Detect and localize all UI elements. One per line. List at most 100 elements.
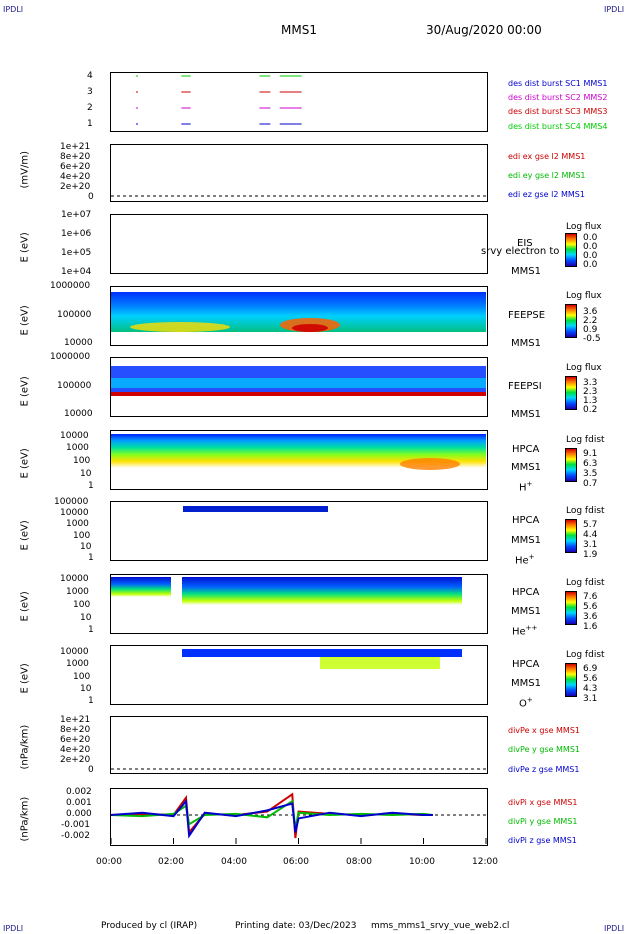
hpca-he-ylabel: E (eV) [19,520,31,551]
plot-date: 30/Aug/2020 00:00 [426,23,542,37]
divpi-legend-y: divPi y gse MMS1 [508,817,578,826]
eis-instrument: EIS [517,238,533,249]
burst-panel [110,72,488,132]
hpca-h-cb-tick: 6.3 [583,459,598,469]
feepsi-ytick: 1000000 [50,352,91,362]
eis-ytick: 1e+06 [61,229,92,239]
feepsi-ytick: 10000 [64,409,93,419]
species-name: O [519,698,527,710]
divpe-legend-x: divPe x gse MMS1 [508,726,580,735]
eis-cb-tick: 0.0 [583,242,598,252]
burst-ytick: 3 [87,87,93,97]
hpca-hepp-ytick: 10 [80,613,92,623]
page-title: MMS1 [281,23,317,37]
hpca-h-instrument: HPCA [512,444,540,455]
hpca-hepp-cb-tick: 7.6 [583,592,598,602]
hpca-he-instrument: HPCA [512,515,540,526]
hpca-hepp-colorbar [565,591,577,625]
hpca-hepp-cb-tick: 1.6 [583,622,598,632]
species-charge: + [528,553,535,561]
corner-label-right: IPDLI [604,5,625,14]
hpca-o-cb-tick: 6.9 [583,664,598,674]
hpca-o-ytick: 1000 [66,659,89,669]
hpca-hepp-cb-tick: 5.6 [583,602,598,612]
species-name: He [515,555,529,567]
burst-legend-sc1: des dist burst SC1 MMS1 [508,79,608,88]
hpca-o-spectrogram [182,649,462,657]
x-tick-label: 02:00 [158,857,184,867]
corner-label-bottom-right: IPDLI [604,924,625,933]
x-tick-label: 10:00 [409,857,435,867]
eis-colorbar [565,233,577,267]
species-charge: ++ [525,624,538,632]
hpca-h-spacecraft: MMS1 [511,462,541,473]
feepse-colorbar-title: Log flux [566,291,602,301]
footer-script: mms_mms1_srvy_vue_web2.cl [371,921,510,931]
hpca-h-colorbar-title: Log fdist [566,435,605,445]
eis-overlay-text: srvy electron to [481,246,560,257]
hpca-o-cb-tick: 4.3 [583,684,598,694]
species-charge: + [526,696,533,704]
hpca-hepp-ytick: 1 [88,625,94,635]
edi-ytick: 8e+20 [60,152,91,162]
feepse-cb-tick: 2.2 [583,316,598,326]
feepsi-cb-tick: 1.3 [583,396,598,406]
species-name: H [519,482,527,494]
feepsi-instrument: FEEPSI [508,381,542,392]
x-tick-label: 00:00 [96,857,122,867]
feepsi-ylabel: E (eV) [19,376,31,407]
eis-cb-tick: 0.0 [583,251,598,261]
hpca-o-ytick: 1 [88,696,94,706]
hpca-he-cb-tick: 5.7 [583,520,598,530]
edi-legend-y: edi ey gse l2 MMS1 [508,171,586,180]
divpi-ylabel: (nPa/km) [19,796,31,842]
divpe-ytick: 4e+20 [60,745,91,755]
feepse-cb-tick: -0.5 [583,334,601,344]
hpca-hepp-ytick: 10000 [60,574,89,584]
x-tick-label: 06:00 [283,857,309,867]
corner-label-left: IPDLI [3,5,24,14]
divpi-ytick: -0.001 [61,820,91,830]
hpca-h-ylabel: E (eV) [19,448,31,479]
divpi-ytick: 0.002 [66,787,92,797]
hpca-h-ytick: 10 [80,469,92,479]
feepse-ytick: 10000 [64,338,93,348]
feepsi-cb-tick: 0.2 [583,405,598,415]
species-name: He [512,626,526,638]
hpca-h-colorbar [565,448,577,482]
eis-ytick: 1e+05 [61,248,92,258]
hpca-o-ytick: 10000 [60,647,89,657]
hpca-o-colorbar-title: Log fdist [566,650,605,660]
divpi-legend-z: divPi z gse MMS1 [508,836,577,845]
corner-label-bottom-left: IPDLI [3,924,24,933]
burst-legend-sc2: des dist burst SC2 MMS2 [508,93,608,102]
x-tick-label: 04:00 [221,857,247,867]
divpe-ylabel: (nPa/km) [19,724,31,770]
feepse-ylabel: E (eV) [19,305,31,336]
hpca-hepp-instrument: HPCA [512,587,540,598]
hpca-he-ytick: 10 [80,542,92,552]
hpca-hepp-colorbar-title: Log fdist [566,578,605,588]
feepsi-colorbar [565,376,577,410]
eis-panel [110,214,488,274]
eis-cb-tick: 0.0 [583,260,598,270]
hpca-h-ytick: 1000 [66,443,89,453]
hpca-h-ytick: 1 [88,481,94,491]
divpe-ytick: 2e+20 [60,755,91,765]
hpca-o-species: O+ [519,696,533,709]
hpca-he-ytick: 1000 [66,519,89,529]
footer-printing-date: Printing date: 03/Dec/2023 [235,921,357,931]
hpca-o-cb-tick: 3.1 [583,694,598,704]
burst-ytick: 4 [87,71,93,81]
hpca-o-spacecraft: MMS1 [511,678,541,689]
divpi-ytick: 0.001 [66,798,92,808]
hpca-hepp-species: He++ [512,624,537,637]
feepse-ytick: 1000000 [50,281,91,291]
hpca-hepp-spectrogram [111,577,171,597]
feepse-cb-tick: 0.9 [583,325,598,335]
hpca-he-spectrogram [183,506,328,512]
hpca-he-ytick: 10000 [60,508,89,518]
feepsi-cb-tick: 3.3 [583,378,598,388]
x-tick-label: 08:00 [346,857,372,867]
burst-intervals [136,75,302,125]
